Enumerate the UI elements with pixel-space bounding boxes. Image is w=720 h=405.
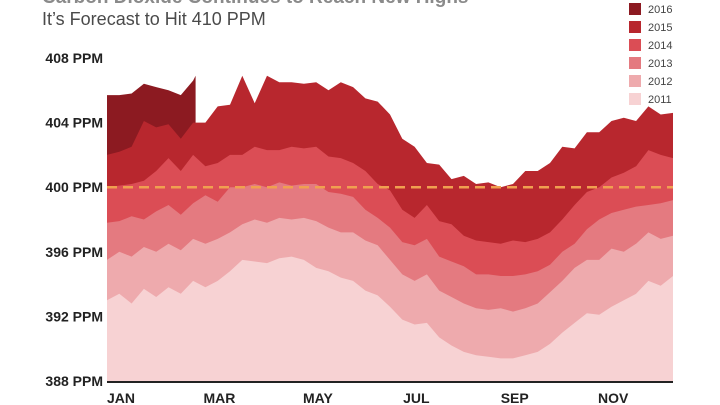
chart-subtitle: It’s Forecast to Hit 410 PPM [42,9,266,29]
chart-title: Carbon Dioxide Continues to Reach New Hi… [42,0,469,9]
y-tick-label: 408 PPM [45,50,103,66]
y-tick-label: 388 PPM [45,373,103,389]
legend-swatch-2014 [629,39,641,51]
y-tick-label: 404 PPM [45,115,103,131]
x-tick-label: MAY [303,390,333,405]
legend-label-2013: 2013 [648,58,672,70]
legend-swatch-2016 [629,3,641,15]
area-layers [107,75,673,382]
legend-label-2012: 2012 [648,76,672,88]
legend-label-2014: 2014 [648,40,672,52]
y-tick-label: 396 PPM [45,244,103,260]
x-tick-label: SEP [501,390,529,405]
y-axis: 408 PPM 404 PPM 400 PPM 396 PPM 392 PPM 388 P… [45,50,103,389]
legend-swatch-2011 [629,93,641,105]
legend-label-2016: 2016 [648,4,672,16]
area-2011 [107,256,673,381]
y-tick-label: 400 PPM [45,179,103,195]
legend-label-2011: 2011 [648,94,672,106]
x-tick-label: NOV [598,390,629,405]
x-axis: JAN MAR MAY JUL SEP NOV [107,381,673,405]
legend-swatch-2013 [629,57,641,69]
legend: 2016 2015 2014 2013 2012 2011 [629,3,672,106]
y-tick-label: 392 PPM [45,308,103,324]
x-tick-label: JUL [403,390,430,405]
legend-swatch-2012 [629,75,641,87]
legend-swatch-2015 [629,21,641,33]
x-tick-label: MAR [203,390,235,405]
x-tick-label: JAN [107,390,135,405]
legend-label-2015: 2015 [648,22,672,34]
